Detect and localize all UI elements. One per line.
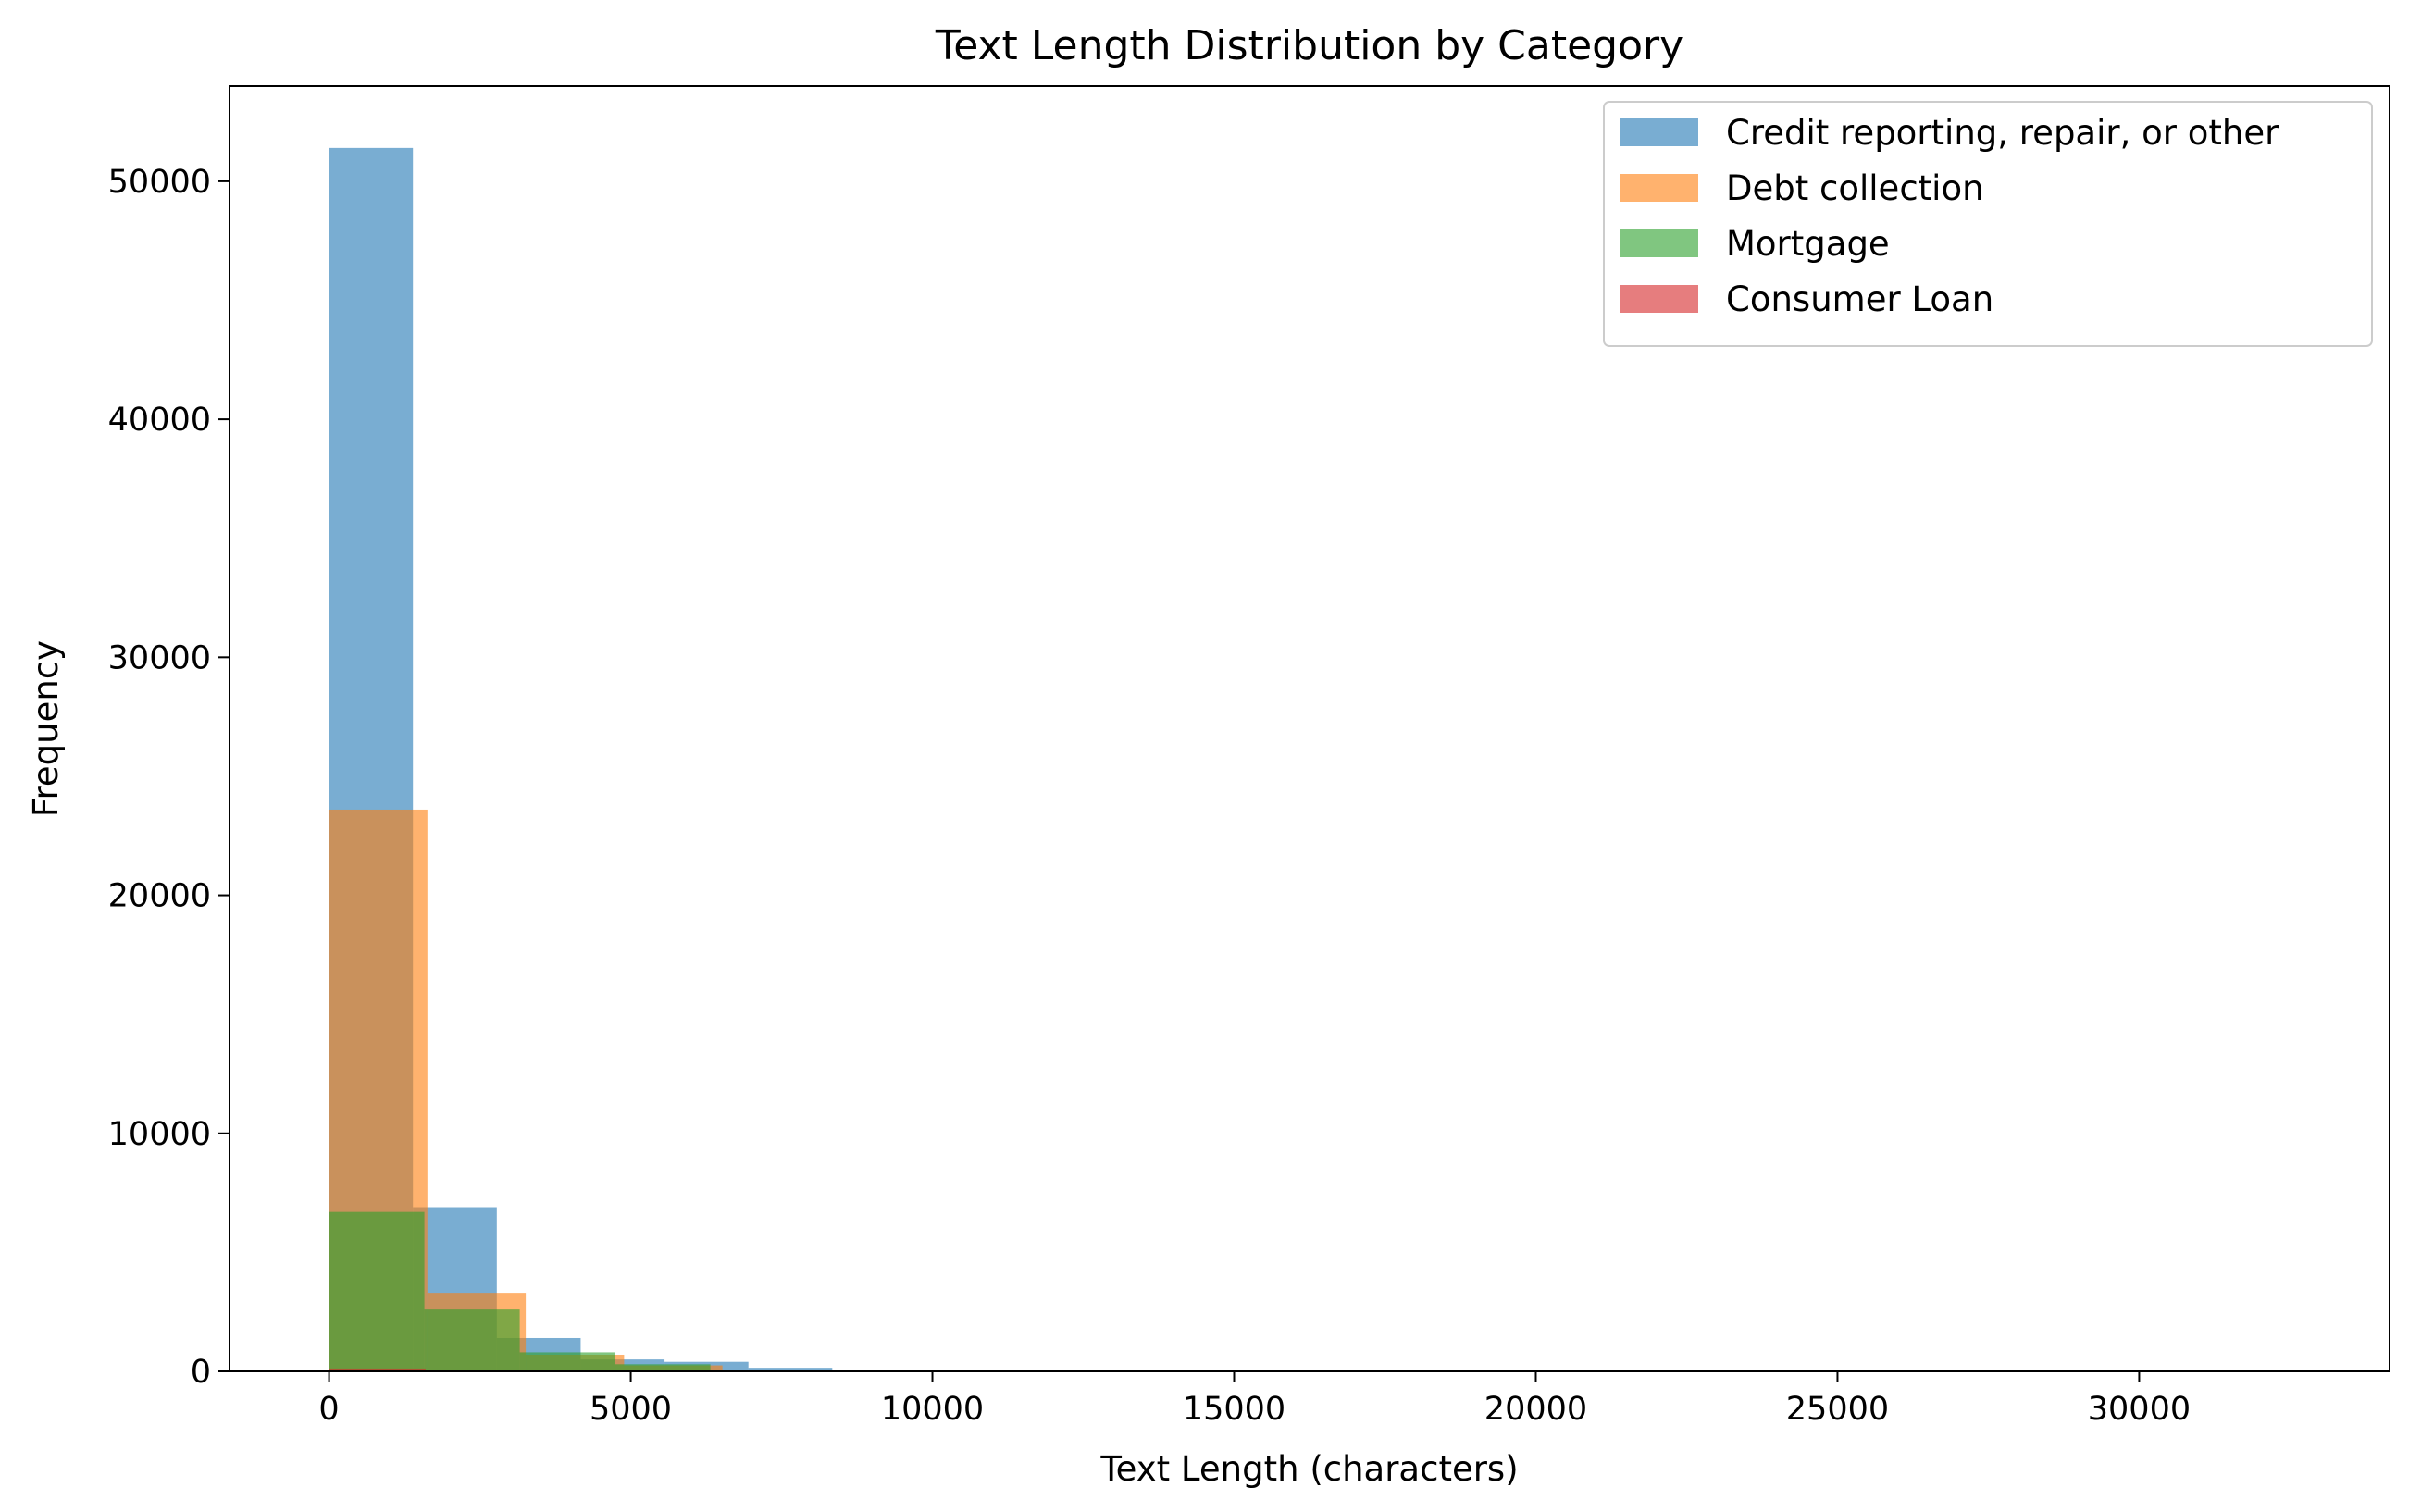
chart-title: Text Length Distribution by Category: [935, 22, 1683, 69]
legend-swatch: [1620, 285, 1698, 313]
x-axis-ticks: 0 5000 10000 15000 20000 25000 30000: [318, 1371, 2191, 1428]
histogram-bar: [329, 1368, 426, 1371]
x-tick-label: 5000: [590, 1391, 672, 1428]
x-tick-label: 30000: [2088, 1391, 2191, 1428]
y-tick-label: 10000: [108, 1116, 211, 1153]
y-tick-label: 50000: [108, 164, 211, 201]
y-tick-label: 30000: [108, 639, 211, 676]
y-tick-label: 20000: [108, 878, 211, 915]
x-tick-label: 10000: [881, 1391, 984, 1428]
histogram-bar: [519, 1352, 615, 1371]
bars-layer: [329, 147, 833, 1371]
histogram-bar: [329, 1211, 425, 1371]
x-tick-label: 25000: [1786, 1391, 1889, 1428]
histogram-bar: [748, 1368, 833, 1371]
legend-swatch: [1620, 118, 1698, 146]
y-tick-label: 0: [191, 1354, 211, 1391]
x-tick-label: 15000: [1183, 1391, 1285, 1428]
legend-label: Mortgage: [1726, 224, 1890, 264]
x-tick-label: 20000: [1484, 1391, 1587, 1428]
y-axis-ticks: 0 10000 20000 30000 40000 50000: [108, 164, 230, 1391]
y-axis-label: Frequency: [26, 640, 66, 817]
y-tick-label: 40000: [108, 402, 211, 439]
x-axis-label: Text Length (characters): [1099, 1449, 1518, 1489]
plot-frame: [229, 85, 2390, 1372]
legend-swatch: [1620, 174, 1698, 202]
legend: Credit reporting, repair, or other Debt c…: [1603, 101, 2373, 347]
histogram-bar: [424, 1309, 520, 1371]
histogram-bar: [615, 1364, 711, 1371]
legend-label: Debt collection: [1726, 168, 1984, 208]
legend-box: [1603, 101, 2373, 347]
legend-label: Consumer Loan: [1726, 279, 1993, 319]
legend-label: Credit reporting, repair, or other: [1726, 113, 2279, 153]
series-2: [329, 1211, 711, 1371]
x-tick-label: 0: [318, 1391, 339, 1428]
legend-swatch: [1620, 229, 1698, 257]
